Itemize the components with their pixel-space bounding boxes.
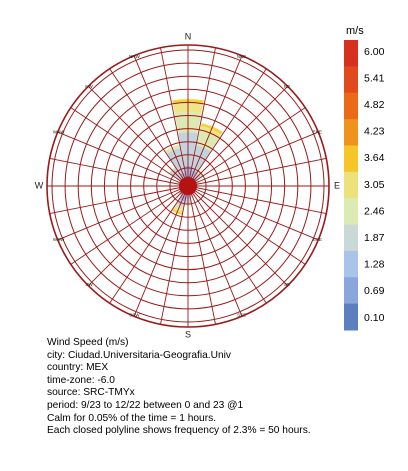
- grid-spoke: [109, 185, 189, 304]
- direction-label-s: S: [185, 329, 191, 339]
- grid-spoke: [187, 185, 216, 325]
- grid-spoke: [109, 68, 189, 187]
- legend-swatch: [344, 92, 358, 120]
- direction-label-w: W: [35, 180, 44, 190]
- calm-center: [179, 177, 197, 195]
- legend-swatch: [344, 171, 358, 199]
- grid-spoke: [187, 68, 267, 187]
- grid-spoke: [57, 131, 189, 187]
- legend-tick-label: 3.64: [364, 152, 385, 164]
- direction-label-ese: ESE: [313, 237, 322, 242]
- legend-tick-label: 4.23: [364, 126, 385, 138]
- legend-swatch: [344, 198, 358, 226]
- grid-spoke: [70, 185, 189, 265]
- grid-spoke: [187, 185, 327, 214]
- direction-label-ssw: SSW: [129, 313, 140, 318]
- info-timezone: time-zone: -6.0: [47, 374, 115, 386]
- grid-spoke: [70, 107, 189, 187]
- grid-spoke: [187, 85, 289, 187]
- legend-tick-label: 4.82: [364, 99, 385, 111]
- legend-unit: m/s: [346, 25, 364, 37]
- grid-spoke: [87, 85, 189, 187]
- legend-tick-label: 2.46: [364, 205, 385, 217]
- info-country: country: MEX: [47, 362, 109, 374]
- direction-label-wsw: WSW: [53, 237, 65, 242]
- info-source: source: SRC-TMYx: [47, 387, 135, 399]
- direction-label-n: N: [185, 31, 192, 41]
- legend-tick-label: 3.05: [364, 179, 385, 191]
- direction-label-wnw: WNW: [53, 130, 65, 135]
- legend-tick-label: 0.69: [364, 285, 385, 297]
- legend-tick-label: 5.41: [364, 72, 385, 84]
- grid-spoke: [187, 55, 243, 187]
- legend-swatch: [344, 277, 358, 305]
- legend: m/s6.00 5.41 4.82 4.23 3.64 3.05 2.46 1.87 1.28 0…: [344, 25, 385, 331]
- legend-swatch: [344, 66, 358, 94]
- legend-tick-label: 1.28: [364, 259, 385, 271]
- info-title: Wind Speed (m/s): [47, 337, 129, 348]
- info-period: period: 9/23 to 12/22 between 0 and 23 @…: [47, 399, 244, 411]
- grid-spoke: [49, 158, 189, 187]
- grid-spoke: [187, 131, 319, 187]
- legend-swatch: [344, 145, 358, 173]
- grid-spoke: [187, 47, 216, 187]
- info-polyline: Each closed polyline shows frequency of …: [47, 425, 311, 437]
- chart-info-block: Wind Speed (m/s) city: Ciudad.Universita…: [47, 337, 311, 438]
- grid-spoke: [160, 47, 189, 187]
- legend-tick-label: 1.87: [364, 232, 385, 244]
- legend-swatch: [344, 250, 358, 278]
- direction-label-nnw: NNW: [129, 54, 140, 59]
- legend-swatch: [344, 40, 358, 67]
- rose-grid: [46, 44, 330, 328]
- wedge-nne-bin-3: [196, 130, 219, 152]
- direction-label-e: E: [334, 180, 340, 190]
- grid-spoke: [57, 185, 189, 241]
- direction-label-nne: NNE: [237, 54, 247, 59]
- grid-spoke: [187, 185, 289, 287]
- legend-swatch: [344, 119, 358, 146]
- grid-spoke: [133, 55, 189, 187]
- direction-label-sse: SSE: [237, 313, 246, 318]
- direction-label-nw: NW: [85, 84, 93, 89]
- grid-spoke: [49, 185, 189, 214]
- legend-swatch: [344, 224, 358, 252]
- info-calm: Calm for 0.05% of the time = 1 hours.: [47, 412, 217, 424]
- grid-spoke: [187, 158, 327, 187]
- grid-spoke: [160, 185, 189, 325]
- legend-swatch: [344, 303, 358, 331]
- legend-tick-label: 0.10: [364, 312, 385, 324]
- direction-label-ene: ENE: [313, 130, 322, 135]
- direction-labels: N NNE NE ENE E ESE SE SSE S SSW SW WSW W WNW NW NNW: [35, 31, 340, 339]
- direction-label-ne: NE: [284, 84, 290, 89]
- grid-spoke: [187, 185, 267, 304]
- grid-spoke: [187, 185, 306, 265]
- grid-spoke: [133, 185, 189, 317]
- info-city: city: Ciudad.Universitaria-Geografia.Uni…: [47, 349, 232, 361]
- grid-spoke: [87, 185, 189, 287]
- direction-label-sw: SW: [85, 282, 93, 287]
- direction-label-se: SE: [284, 282, 290, 287]
- grid-spoke: [187, 185, 243, 317]
- grid-spoke: [187, 107, 306, 187]
- legend-tick-label: 6.00: [364, 46, 385, 58]
- grid-spoke: [187, 185, 319, 241]
